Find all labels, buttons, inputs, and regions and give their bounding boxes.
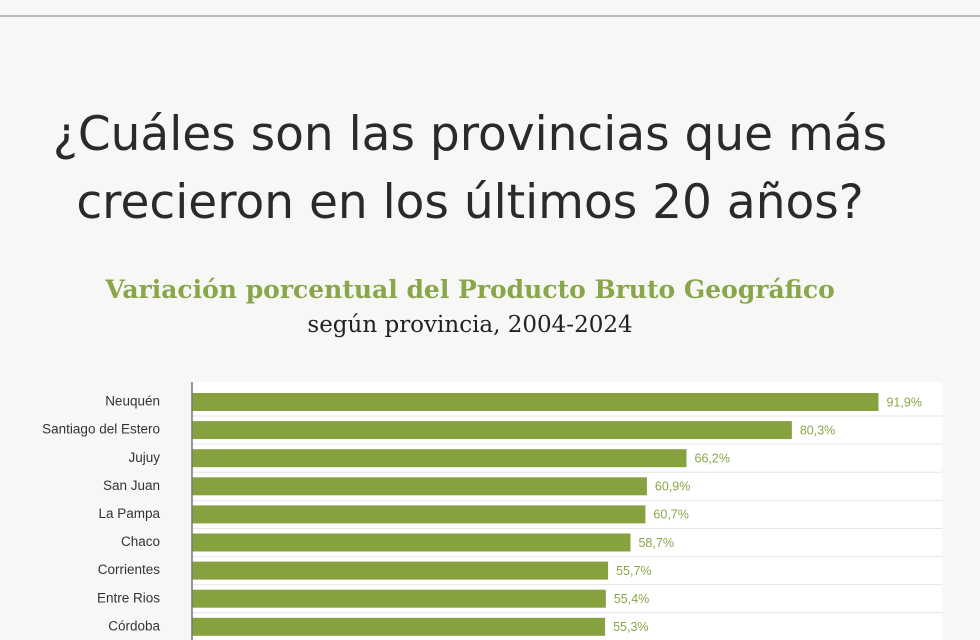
bar bbox=[192, 421, 792, 440]
chart-subtitle: Variación porcentual del Producto Bruto … bbox=[104, 275, 835, 304]
category-label: La Pampa bbox=[98, 506, 160, 521]
category-label: Neuquén bbox=[105, 394, 160, 409]
bar bbox=[192, 449, 687, 468]
value-label: 55,3% bbox=[613, 620, 648, 634]
category-label: San Juan bbox=[103, 478, 160, 493]
value-label: 66,2% bbox=[695, 451, 730, 465]
value-label: 60,7% bbox=[653, 508, 688, 522]
category-label: Jujuy bbox=[128, 450, 160, 465]
bar bbox=[192, 505, 646, 524]
chart-subtitle: según provincia, 2004-2024 bbox=[307, 312, 632, 338]
chart-title: crecieron en los últimos 20 años? bbox=[76, 175, 863, 230]
bar bbox=[192, 561, 609, 580]
value-label: 60,9% bbox=[655, 480, 690, 494]
value-label: 55,4% bbox=[614, 592, 649, 606]
category-label: Chaco bbox=[121, 534, 160, 549]
value-label: 80,3% bbox=[800, 423, 835, 437]
chart-title: ¿Cuáles son las provincias que más bbox=[53, 107, 887, 162]
bar bbox=[192, 393, 879, 411]
value-label: 58,7% bbox=[638, 536, 673, 550]
category-label: Entre Rios bbox=[97, 590, 160, 605]
category-label: Santiago del Estero bbox=[42, 422, 160, 437]
category-label: Corrientes bbox=[98, 562, 161, 577]
value-label: 55,7% bbox=[616, 564, 651, 578]
bar bbox=[192, 617, 606, 636]
bar bbox=[192, 589, 606, 608]
bar bbox=[192, 533, 631, 552]
category-label: Córdoba bbox=[108, 618, 160, 633]
bar bbox=[192, 477, 647, 496]
value-label: 91,9% bbox=[886, 395, 921, 409]
